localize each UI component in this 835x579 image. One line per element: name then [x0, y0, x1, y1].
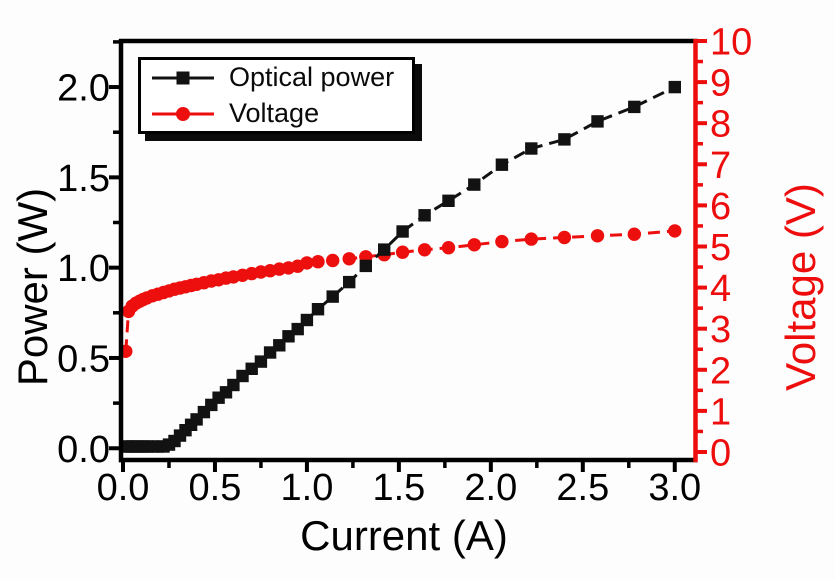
- legend-box: Optical power Voltage: [138, 57, 415, 134]
- voltage-point: [300, 256, 314, 270]
- x-tick-label: 0.0: [97, 467, 150, 509]
- y-right-tick-label: 0: [710, 432, 731, 474]
- x-tick-label: 1.0: [281, 467, 334, 509]
- voltage-point: [627, 227, 641, 241]
- legend-entry-optical-power: Optical power: [152, 62, 412, 93]
- optical-power-point: [326, 290, 339, 303]
- x-tick-label: 1.5: [372, 467, 425, 509]
- voltage-point: [557, 230, 572, 245]
- y-right-tick-label: 7: [710, 145, 731, 187]
- optical-power-point: [668, 80, 681, 94]
- y-right-tick-label: 4: [710, 268, 731, 310]
- voltage-point: [668, 224, 682, 238]
- optical-power-point: [442, 194, 455, 207]
- y-left-tick-label: 2.0: [57, 68, 110, 110]
- optical-power-point: [418, 209, 431, 222]
- x-tick-label: 0.5: [189, 467, 242, 509]
- voltage-point: [342, 252, 356, 266]
- voltage-point: [441, 241, 456, 255]
- voltage-point: [417, 243, 432, 257]
- y-left-tick-label: 0.0: [57, 429, 110, 471]
- x-tick-label: 3.0: [648, 467, 701, 509]
- voltage-line-marker-icon: [152, 106, 214, 122]
- optical-power-point: [495, 158, 509, 171]
- optical-power-point: [591, 115, 604, 128]
- legend-entry-voltage: Voltage: [152, 98, 412, 129]
- x-axis-title: Current (A): [300, 512, 508, 559]
- x-tick-label: 2.0: [464, 467, 517, 509]
- y-left-axis-title: Power (W): [9, 187, 56, 387]
- voltage-point: [495, 234, 509, 249]
- legend-label-voltage: Voltage: [229, 98, 320, 128]
- x-tick-label: 2.5: [556, 467, 609, 509]
- y-right-tick-label: 9: [710, 63, 731, 105]
- y-right-tick-label: 8: [710, 104, 731, 146]
- optical-power-line-marker-icon: [152, 70, 214, 86]
- y-right-tick-label: 5: [710, 227, 731, 269]
- voltage-point: [311, 255, 325, 269]
- y-right-axis-title: Voltage (V): [777, 183, 824, 391]
- optical-power-point: [311, 303, 325, 316]
- y-right-tick-label: 1: [710, 391, 731, 433]
- y-left-tick-label: 1.5: [57, 158, 110, 200]
- voltage-point: [395, 245, 410, 259]
- optical-power-point: [468, 178, 481, 191]
- legend-label-optical-power: Optical power: [229, 62, 395, 92]
- voltage-point: [524, 232, 538, 246]
- voltage-point: [467, 238, 481, 252]
- y-right-tick-label: 6: [710, 186, 731, 228]
- optical-power-point: [525, 142, 538, 155]
- optical-power-point: [628, 100, 641, 114]
- voltage-point: [590, 229, 605, 243]
- optical-power-point: [343, 275, 356, 289]
- voltage-point: [326, 253, 340, 268]
- optical-power-point: [558, 133, 571, 146]
- y-left-tick-label: 0.5: [57, 338, 110, 380]
- y-right-tick-label: 2: [710, 350, 731, 392]
- optical-power-point: [378, 243, 391, 256]
- y-right-tick-label: 3: [710, 309, 731, 351]
- optical-power-point: [396, 225, 409, 238]
- y-left-tick-label: 1.0: [57, 248, 110, 290]
- optical-power-point: [300, 313, 314, 327]
- optical-power-point: [359, 259, 372, 273]
- y-right-tick-label: 10: [710, 22, 752, 64]
- optical-power-line: [125, 85, 676, 448]
